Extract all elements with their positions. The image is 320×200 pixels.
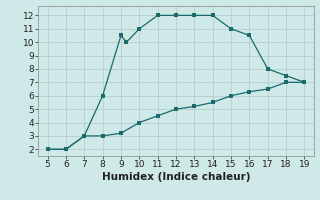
X-axis label: Humidex (Indice chaleur): Humidex (Indice chaleur) [102,172,250,182]
